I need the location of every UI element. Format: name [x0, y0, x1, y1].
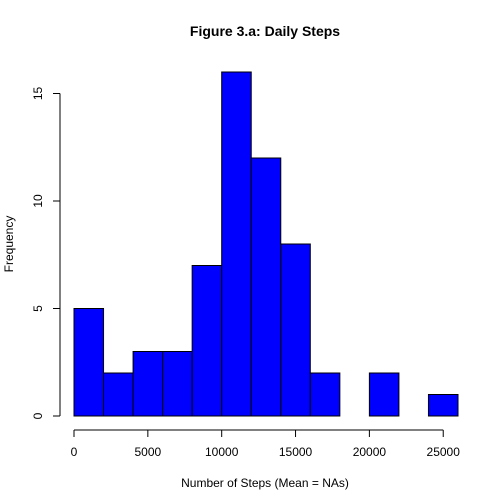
x-tick-label: 20000: [353, 445, 387, 459]
x-tick-label: 0: [71, 445, 78, 459]
y-axis-label: Frequency: [2, 216, 16, 273]
histogram-bar: [221, 71, 252, 417]
y-tick-label: 10: [31, 194, 45, 208]
bars-group: [73, 71, 459, 417]
y-tick-label: 5: [31, 305, 45, 312]
x-axis: 0 5000 10000 15000 20000 25000: [71, 429, 461, 459]
y-tick-label: 0: [31, 412, 45, 419]
chart-title: Figure 3.a: Daily Steps: [190, 23, 340, 39]
histogram-bar: [368, 372, 400, 417]
histogram-bar: [103, 372, 134, 417]
histogram-bar: [191, 265, 223, 417]
x-axis-label: Number of Steps (Mean = NAs): [181, 476, 349, 490]
histogram-bar: [427, 394, 459, 417]
histogram-bar: [73, 308, 105, 417]
y-axis: 0 5 10 15: [31, 87, 61, 419]
x-tick-label: 10000: [205, 445, 239, 459]
histogram-bar: [280, 243, 311, 417]
x-tick-label: 15000: [279, 445, 313, 459]
histogram-bar: [250, 157, 282, 417]
x-tick-label: 25000: [427, 445, 461, 459]
x-tick-label: 5000: [134, 445, 161, 459]
y-tick-label: 15: [31, 87, 45, 101]
histogram-bar: [162, 351, 193, 417]
histogram-bar: [132, 351, 164, 417]
histogram-bar: [309, 372, 341, 417]
